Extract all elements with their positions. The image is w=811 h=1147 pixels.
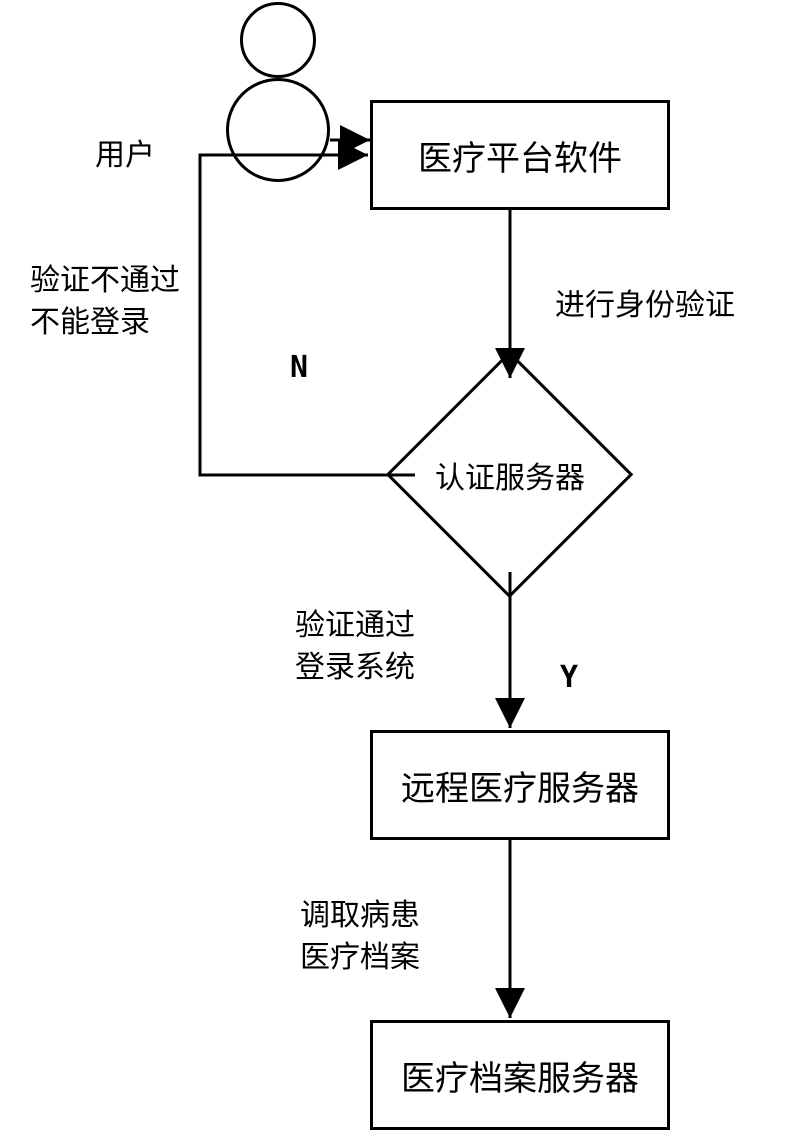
node-records: 医疗档案服务器 bbox=[370, 1020, 670, 1130]
node-platform: 医疗平台软件 bbox=[370, 100, 670, 210]
edge-label-platform-auth: 进行身份验证 bbox=[555, 280, 735, 324]
node-auth-label-wrap: 认证服务器 bbox=[410, 455, 610, 495]
edge-label-auth-pass: 验证通过 登录系统 bbox=[295, 605, 415, 689]
actor-body-circle bbox=[226, 78, 330, 182]
actor-label: 用户 bbox=[95, 130, 155, 174]
edge-label-remote-records: 调取病患 医疗档案 bbox=[300, 895, 420, 979]
node-records-label: 医疗档案服务器 bbox=[401, 1051, 639, 1100]
edge-label-auth-reject: 验证不通过 不能登录 bbox=[30, 260, 180, 344]
node-remote: 远程医疗服务器 bbox=[370, 730, 670, 840]
actor-head-circle bbox=[240, 2, 316, 78]
branch-label-y: Y bbox=[560, 660, 578, 695]
node-auth-label: 认证服务器 bbox=[435, 453, 585, 497]
branch-label-n: N bbox=[290, 350, 308, 385]
node-remote-label: 远程医疗服务器 bbox=[401, 761, 639, 810]
flowchart-canvas: 用户 医疗平台软件 认证服务器 远程医疗服务器 医疗档案服务器 进行身份验证 验… bbox=[0, 0, 811, 1147]
node-platform-label: 医疗平台软件 bbox=[418, 131, 622, 180]
